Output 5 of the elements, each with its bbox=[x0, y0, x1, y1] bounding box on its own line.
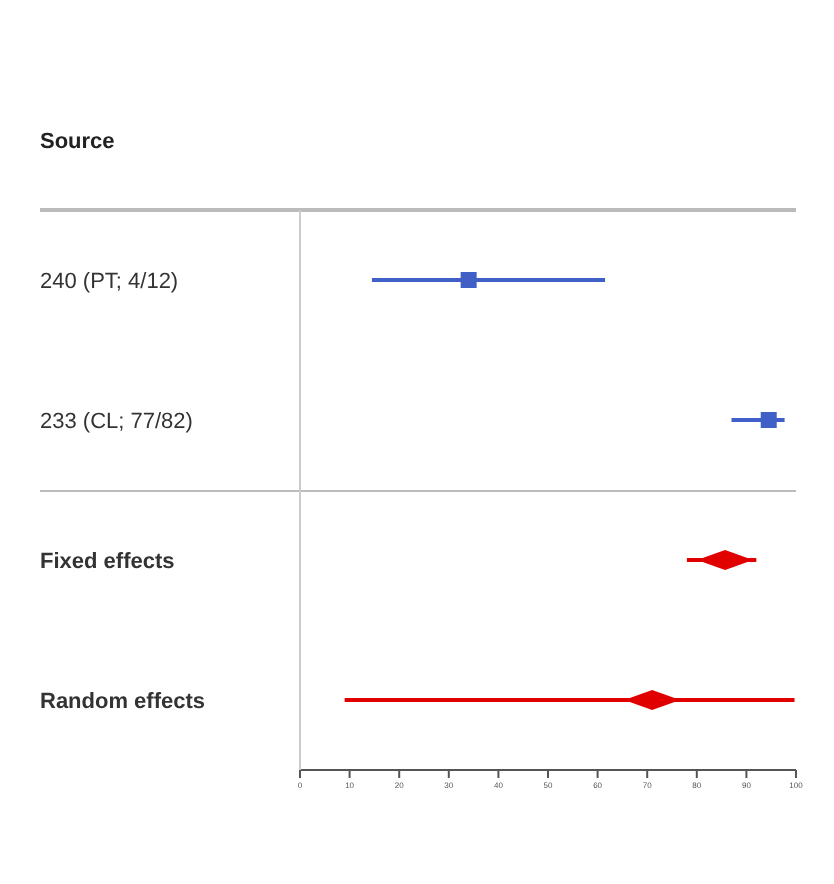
y-axis-title: Source bbox=[40, 130, 115, 154]
y-tick-label: Fixed effects bbox=[40, 550, 175, 574]
y-tick-label: Random effects bbox=[40, 690, 206, 714]
y-tick-label: 240 (PT; 4/12) bbox=[40, 270, 179, 294]
y-tick-label: 233 (CL; 77/82) bbox=[40, 410, 193, 434]
